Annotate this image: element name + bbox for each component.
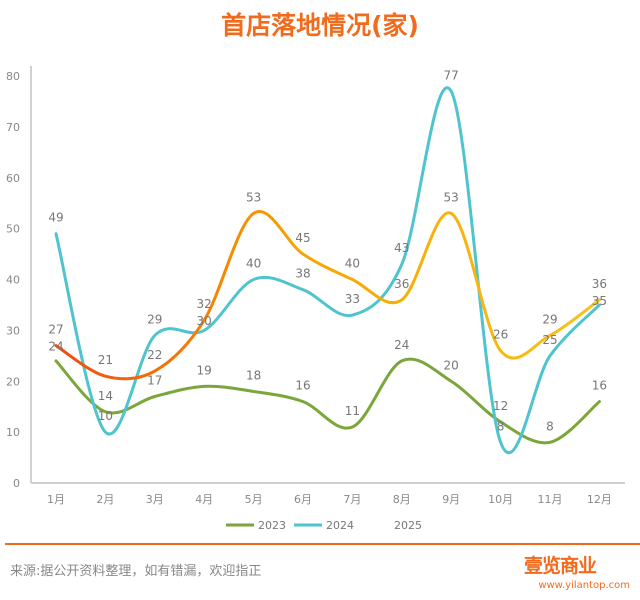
- series-line-2025: [54, 210, 601, 381]
- data-label-2023: 14: [98, 389, 113, 403]
- legend-label-2025: 2025: [394, 519, 422, 532]
- data-label-2024: 38: [295, 267, 310, 281]
- y-tick-label: 10: [6, 426, 20, 439]
- data-label-2025: 36: [592, 277, 607, 291]
- data-label-2024: 29: [147, 312, 162, 326]
- data-label-2025: 36: [394, 277, 409, 291]
- data-label-2024: 25: [542, 333, 557, 347]
- data-label-2023: 16: [295, 379, 310, 393]
- data-label-2025: 32: [197, 297, 212, 311]
- x-tick-label: 6月: [294, 493, 312, 506]
- x-tick-label: 9月: [442, 493, 460, 506]
- data-label-2025: 53: [246, 190, 261, 204]
- y-tick-label: 40: [6, 274, 20, 287]
- data-label-2024: 43: [394, 241, 409, 255]
- y-tick-label: 70: [6, 121, 20, 134]
- data-label-2023: 24: [394, 338, 409, 352]
- chart-title: 首店落地情况(家): [221, 11, 419, 40]
- data-label-2023: 12: [493, 399, 508, 413]
- data-label-2025: 22: [147, 348, 162, 362]
- data-label-2023: 17: [147, 374, 162, 388]
- data-label-2023: 20: [444, 358, 459, 372]
- legend-label-2023: 2023: [258, 519, 286, 532]
- data-label-2024: 35: [592, 294, 607, 308]
- x-tick-label: 1月: [47, 493, 65, 506]
- line-chart: 0 10 20 30 40 50 60 70 80 1月 2月 3月 4月 5月 6月 7月 8月 9月 10月 11…: [6, 66, 625, 532]
- x-tick-label: 5月: [245, 493, 263, 506]
- data-label-2025: 21: [98, 353, 113, 367]
- y-tick-label: 30: [6, 324, 20, 337]
- brand-url: www.yilantop.com: [538, 580, 630, 591]
- y-tick-label: 20: [6, 375, 20, 388]
- data-label-2023: 16: [592, 379, 607, 393]
- x-tick-label: 10月: [488, 493, 513, 506]
- data-label-2025: 53: [444, 190, 459, 204]
- data-label-2023: 19: [197, 363, 212, 377]
- footer-divider: [5, 543, 640, 545]
- data-label-2023: 24: [48, 340, 63, 354]
- data-label-2023: 11: [345, 404, 360, 418]
- data-label-2025: 27: [48, 323, 63, 337]
- x-tick-label: 4月: [195, 493, 213, 506]
- data-label-2025: 29: [542, 312, 557, 326]
- source-note: 来源:据公开资料整理，如有错漏，欢迎指正: [10, 564, 262, 579]
- data-label-2024: 8: [497, 419, 505, 433]
- data-label-2024: 33: [345, 292, 360, 306]
- x-tick-label: 11月: [538, 493, 563, 506]
- x-tick-label: 3月: [146, 493, 164, 506]
- brand-logo: 壹览商业: [523, 555, 597, 577]
- data-label-2025: 45: [295, 231, 310, 245]
- data-label-2024: 49: [48, 211, 63, 225]
- legend-label-2024: 2024: [326, 519, 354, 532]
- y-tick-label: 50: [6, 223, 20, 236]
- y-tick-label: 0: [13, 477, 20, 490]
- y-tick-label: 80: [6, 70, 20, 83]
- x-tick-label: 2月: [96, 493, 114, 506]
- y-tick-label: 60: [6, 172, 20, 185]
- data-label-2024: 10: [98, 409, 113, 423]
- data-label-2024: 77: [444, 68, 459, 82]
- series-line-2023: [54, 357, 601, 445]
- data-label-2025: 26: [493, 328, 508, 342]
- x-tick-label: 12月: [587, 493, 612, 506]
- data-label-2023: 8: [546, 419, 554, 433]
- x-tick-label: 8月: [393, 493, 411, 506]
- data-label-2024: 40: [246, 257, 261, 271]
- x-tick-label: 7月: [343, 493, 361, 506]
- data-label-2025: 40: [345, 257, 360, 271]
- data-label-2024: 30: [197, 314, 212, 328]
- series-line-2024: [54, 86, 601, 455]
- data-label-2023: 18: [246, 368, 261, 382]
